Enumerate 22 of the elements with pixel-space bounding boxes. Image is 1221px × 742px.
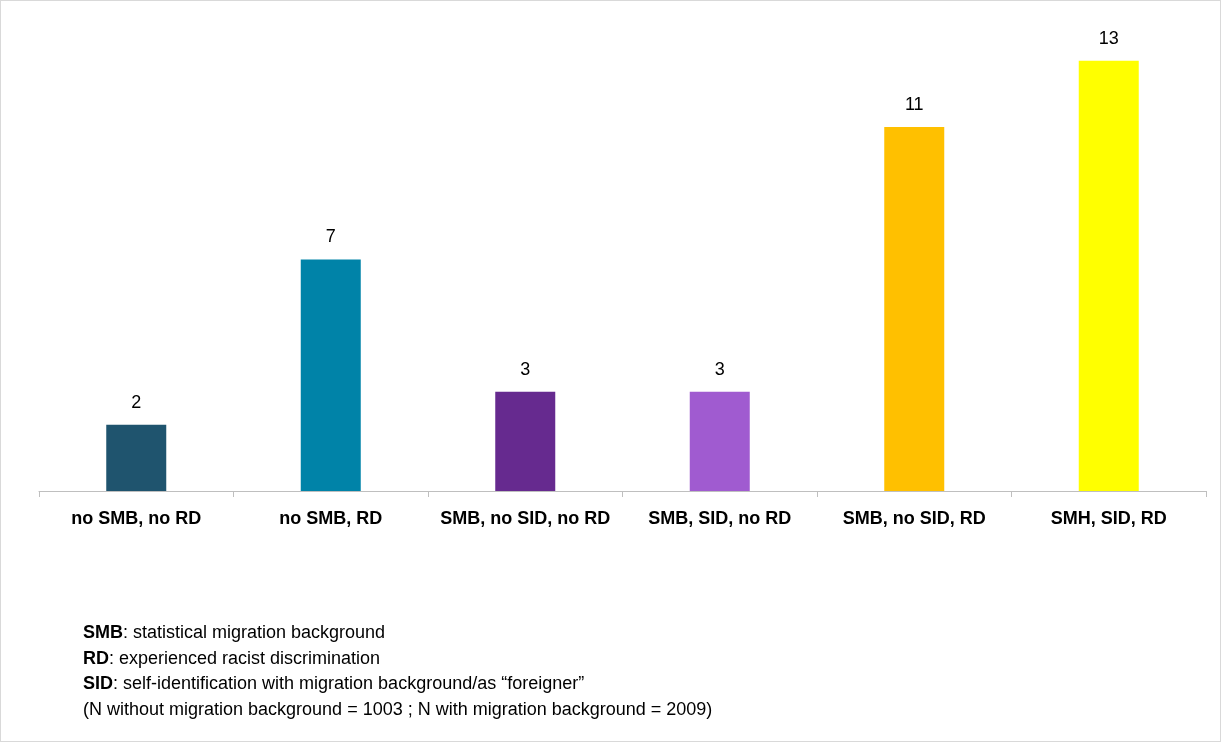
bar (689, 391, 750, 491)
data-label: 13 (1098, 27, 1119, 48)
bar (495, 391, 556, 491)
data-label: 3 (714, 358, 725, 379)
data-label: 7 (325, 226, 336, 247)
x-tick-label: no SMB, RD (279, 508, 383, 528)
bar (300, 259, 361, 491)
x-tick-label: SMB, no SID, no RD (440, 508, 611, 528)
x-tick-label: SMB, SID, no RD (648, 508, 792, 528)
x-tick-label: SMH, SID, RD (1050, 508, 1167, 528)
data-label: 11 (904, 94, 924, 115)
data-label: 3 (520, 358, 531, 379)
data-label: 2 (131, 391, 142, 412)
x-tick-label: SMB, no SID, RD (842, 508, 986, 528)
text: SID: self-identification with migration background/as “foreigner” (83, 673, 585, 693)
x-tick-label: no SMB, no RD (71, 508, 202, 528)
bar (1078, 60, 1139, 491)
bar (884, 127, 945, 491)
bar (106, 424, 167, 491)
text: (N without migration background = 1003 ; N with migration background = 2009) (83, 698, 713, 719)
text: RD: experienced racist discrimination (83, 647, 381, 668)
text: SMB: statistical migration background (83, 622, 386, 642)
